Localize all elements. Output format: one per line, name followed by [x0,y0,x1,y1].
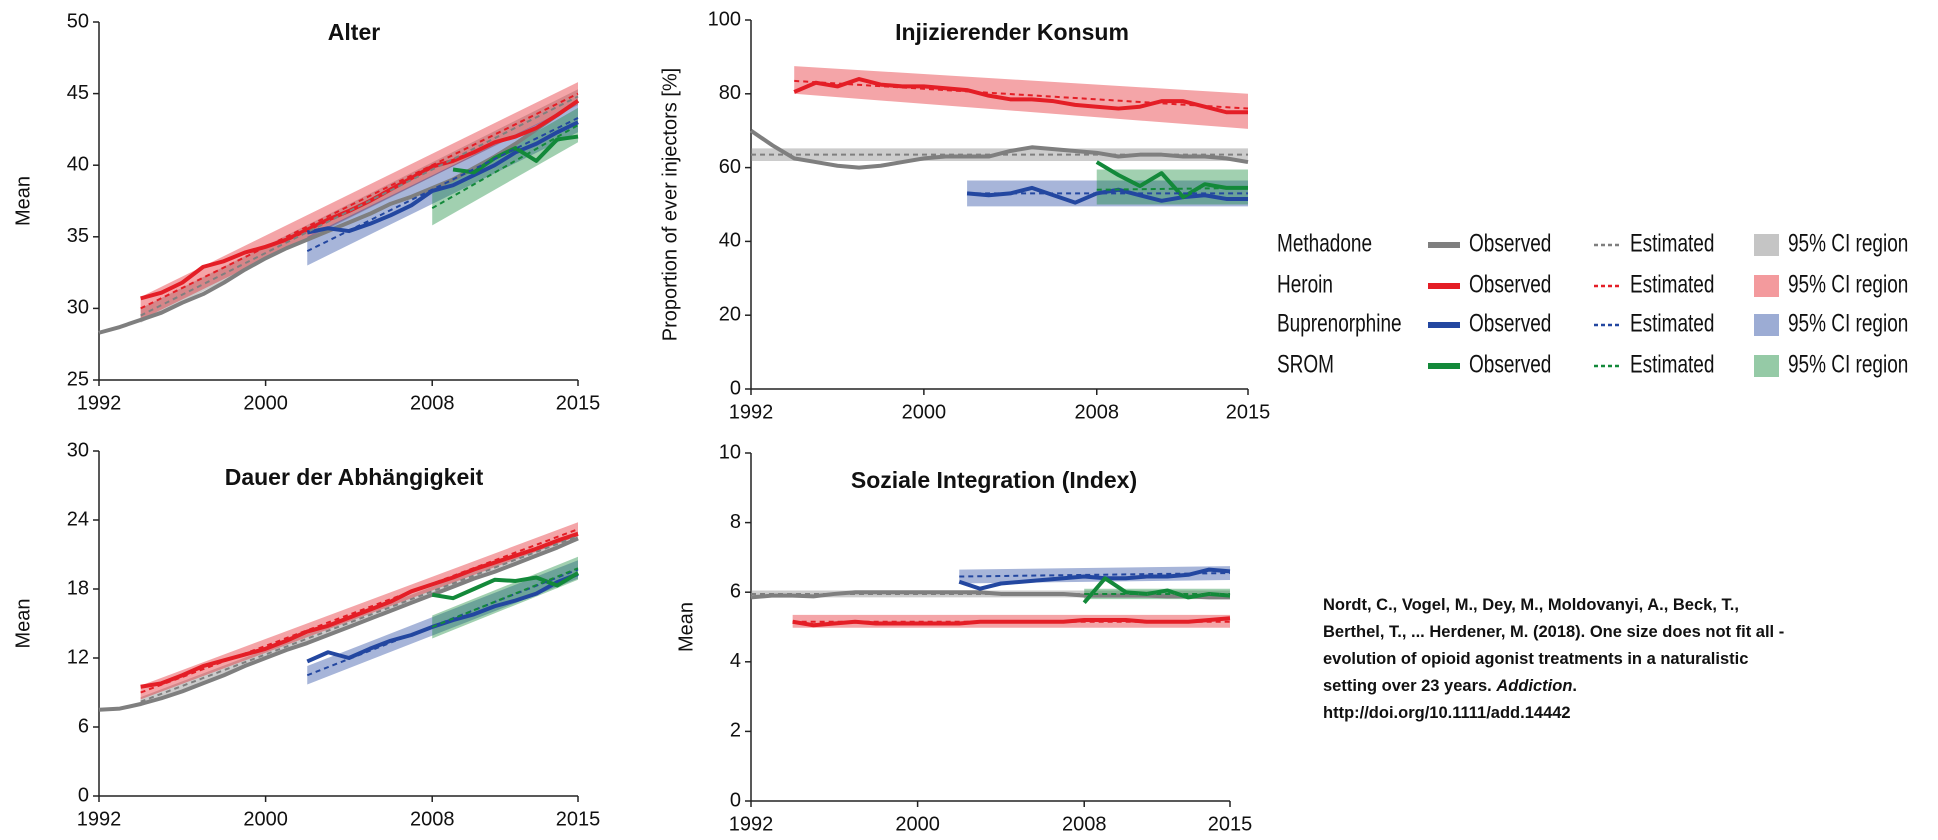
legend-label: Heroin [1277,270,1333,298]
legend-label: 95% CI region [1788,309,1908,337]
estimated-line [1096,186,1249,191]
legend-label: 95% CI region [1788,350,1908,378]
legend-label: Observed [1469,309,1551,337]
estimated-line [140,92,579,310]
y-tick-label: 0 [730,789,741,811]
estimated-line [794,79,1249,110]
y-axis-label: Mean [675,602,697,652]
y-tick-label: 18 [67,577,89,599]
x-tick-label: 2000 [902,401,947,423]
chart-title: Injizierender Konsum [895,19,1129,45]
x-tick-label: 2008 [1062,813,1107,835]
legend-label: 95% CI region [1788,270,1908,298]
legend-label: Observed [1469,229,1551,257]
y-tick-label: 0 [78,784,89,806]
y-tick-label: 80 [719,82,741,104]
y-tick-label: 12 [67,646,89,668]
observed-line [431,571,580,601]
legend-label: 95% CI region [1788,229,1908,257]
x-tick-label: 1992 [77,392,122,414]
y-tick-label: 6 [730,580,741,602]
x-tick-label: 2015 [1208,813,1253,835]
estimated-line [431,124,579,210]
observed-line [452,134,579,175]
legend-label: Estimated [1630,350,1714,378]
legend-label: Estimated [1630,270,1714,298]
y-tick-label: 40 [67,153,89,175]
citation: Nordt, C., Vogel, M., Dey, M., Moldovany… [1323,592,1793,727]
legend-label: Estimated [1630,309,1714,337]
y-tick-label: 30 [67,439,89,461]
y-tick-label: 4 [730,650,741,672]
y-tick-label: 0 [730,377,741,399]
ci-band [140,522,579,700]
chart-title: Soziale Integration (Index) [851,467,1137,493]
y-axis-label: Mean [12,176,34,226]
y-tick-label: 24 [67,508,89,530]
x-tick-label: 2000 [243,392,288,414]
legend-swatch-ci [1754,275,1779,297]
y-tick-label: 100 [708,8,741,30]
y-tick-label: 50 [67,10,89,32]
y-tick-label: 8 [730,511,741,533]
estimated-line [431,567,579,628]
legend-label: Observed [1469,270,1551,298]
estimated-line [140,95,579,317]
legend-label: Observed [1469,350,1551,378]
legend-label: Buprenorphine [1277,309,1402,337]
y-tick-label: 20 [719,303,741,325]
observed-line [140,531,579,689]
y-axis-label: Proportion of ever injectors [%] [659,68,681,341]
x-tick-label: 2015 [1226,401,1271,423]
legend-swatch-ci [1754,234,1779,256]
legend-label: Estimated [1630,229,1714,257]
x-tick-label: 1992 [729,813,774,835]
observed-line [98,536,579,712]
x-tick-label: 1992 [729,401,774,423]
observed-line [793,77,1248,115]
ci-band [432,556,578,639]
x-tick-label: 2000 [243,808,288,830]
citation-text: . http://doi.org/10.1111/add.14442 [1323,677,1578,722]
legend-label: Methadone [1277,229,1372,257]
y-tick-label: 10 [719,441,741,463]
y-tick-label: 6 [78,715,89,737]
legend-swatch-ci [1754,314,1779,336]
y-tick-label: 35 [67,225,89,247]
y-tick-label: 45 [67,82,89,104]
estimated-line [959,572,1231,578]
x-tick-label: 2015 [556,392,601,414]
y-tick-label: 40 [719,230,741,252]
x-tick-label: 1992 [77,808,122,830]
y-tick-label: 25 [67,368,89,390]
estimated-line [140,535,579,703]
y-tick-label: 2 [730,720,741,742]
legend-label: SROM [1277,350,1334,378]
citation-journal: Addiction [1496,677,1573,695]
y-tick-label: 30 [67,297,89,319]
legend-swatch-ci [1754,355,1779,377]
estimated-line [140,528,579,694]
x-tick-label: 2008 [410,392,455,414]
chart-title: Dauer der Abhängigkeit [225,464,484,490]
observed-line [750,590,1230,600]
x-tick-label: 2008 [410,808,455,830]
y-axis-label: Mean [12,598,34,648]
y-tick-label: 60 [719,156,741,178]
x-tick-label: 2000 [895,813,940,835]
citation-text: Nordt, C., Vogel, M., Dey, M., Moldovany… [1323,596,1785,695]
chart-title: Alter [328,19,380,45]
observed-line [958,567,1231,591]
x-tick-label: 2008 [1074,401,1119,423]
x-tick-label: 2015 [556,808,601,830]
